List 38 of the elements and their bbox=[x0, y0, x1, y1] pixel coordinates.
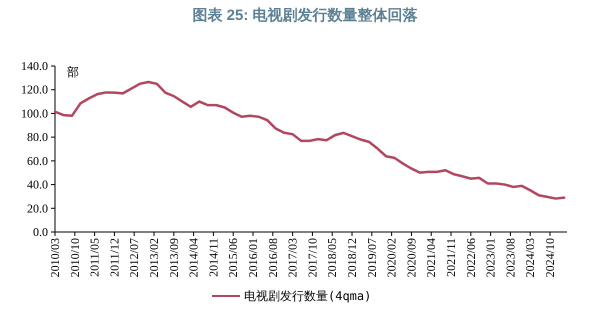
x-tick-label: 2017/03 bbox=[286, 238, 300, 278]
x-tick-label: 2024/10 bbox=[543, 238, 558, 278]
y-tick-label: 140.0 bbox=[21, 59, 48, 73]
y-tick-label: 20.0 bbox=[27, 201, 48, 216]
x-tick-label: 2020/09 bbox=[404, 238, 418, 278]
y-tick-label: 40.0 bbox=[27, 178, 48, 192]
line-series bbox=[54, 80, 566, 200]
x-tick-label: 2015/06 bbox=[226, 238, 240, 278]
x-tick-label: 2011/05 bbox=[88, 238, 102, 277]
x-tick-label: 2021/04 bbox=[424, 238, 438, 278]
y-tick-label: 100.0 bbox=[21, 106, 48, 120]
x-tick-label: 2023/01 bbox=[484, 238, 498, 278]
y-tick-label: 120.0 bbox=[21, 82, 48, 97]
x-tick-label: 2023/08 bbox=[503, 238, 518, 278]
x-tick-label: 2024/03 bbox=[523, 238, 538, 278]
x-tick-label: 2011/12 bbox=[107, 238, 122, 277]
x-tick-label: 2018/05 bbox=[325, 238, 340, 278]
x-tick-label: 2016/08 bbox=[266, 238, 280, 278]
x-tick-label: 2019/07 bbox=[364, 238, 379, 278]
chart-title: 图表 25: 电视剧发行数量整体回落 bbox=[192, 7, 419, 24]
x-tick-label: 2018/12 bbox=[345, 238, 360, 278]
x-tick-label: 2010/03 bbox=[48, 238, 62, 278]
x-tick-label: 2014/11 bbox=[206, 238, 220, 277]
x-tick-label: 2013/02 bbox=[147, 238, 162, 278]
y-tick-label: 80.0 bbox=[27, 130, 48, 144]
y-tick-label: 60.0 bbox=[27, 154, 48, 168]
y-axis-title: 部 bbox=[67, 65, 79, 79]
x-tick-label: 2020/02 bbox=[384, 238, 399, 278]
x-tick-label: 2012/07 bbox=[127, 238, 142, 278]
x-tick-label: 2010/10 bbox=[68, 238, 82, 278]
x-tick-label: 2021/11 bbox=[444, 238, 458, 277]
y-tick-label: 0.0 bbox=[33, 225, 48, 239]
x-tick-label: 2014/04 bbox=[186, 238, 201, 278]
x-tick-label: 2017/10 bbox=[305, 238, 320, 278]
x-tick-label: 2013/09 bbox=[166, 238, 181, 278]
x-tick-label: 2022/06 bbox=[464, 238, 478, 278]
legend-label: 电视剧发行数量(4qma) bbox=[244, 289, 372, 303]
x-tick-label: 2016/01 bbox=[246, 238, 260, 278]
